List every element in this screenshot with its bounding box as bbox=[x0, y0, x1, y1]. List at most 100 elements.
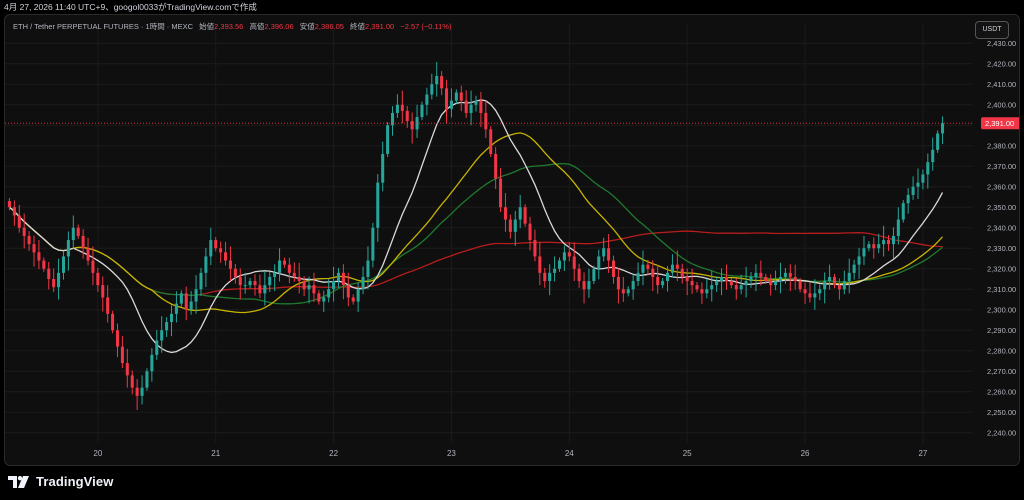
tradingview-logo[interactable]: TradingView bbox=[8, 474, 113, 489]
price-chart[interactable]: 2,240.00 2,250.00 2,260.00 2,270.00 2,280.00… bbox=[5, 15, 1019, 465]
candle-body bbox=[936, 133, 940, 150]
candle bbox=[577, 263, 581, 288]
candle bbox=[734, 278, 738, 300]
candle-body bbox=[921, 174, 925, 183]
candle-body bbox=[724, 276, 728, 282]
candle bbox=[626, 286, 630, 297]
candle bbox=[872, 237, 876, 259]
time-tick-label: 20 bbox=[93, 449, 102, 458]
candle-body bbox=[562, 252, 566, 261]
candle-body bbox=[739, 285, 743, 290]
candle bbox=[769, 274, 773, 296]
candle bbox=[616, 268, 620, 304]
candle bbox=[651, 260, 655, 292]
chart-panel[interactable]: 2,240.00 2,250.00 2,260.00 2,270.00 2,280.00… bbox=[4, 14, 1020, 466]
ma-mid-line bbox=[9, 162, 943, 305]
candle bbox=[17, 204, 21, 233]
candle-body bbox=[666, 272, 670, 282]
candle-body bbox=[115, 330, 120, 347]
candle-body bbox=[749, 276, 753, 282]
candle bbox=[582, 272, 586, 304]
candle bbox=[675, 250, 679, 282]
candle bbox=[739, 274, 743, 295]
candle-body bbox=[611, 260, 616, 277]
candle-body bbox=[96, 272, 100, 286]
candle-body bbox=[764, 276, 768, 282]
price-tick-label: 2,250.00 bbox=[987, 408, 1016, 417]
candle-body bbox=[32, 244, 36, 253]
candle bbox=[464, 90, 468, 118]
candle bbox=[169, 305, 174, 337]
candle bbox=[317, 290, 321, 305]
candle-body bbox=[179, 293, 183, 304]
candle-body bbox=[479, 100, 483, 113]
candle-body bbox=[528, 223, 532, 241]
candle-body bbox=[931, 149, 935, 163]
candle-body bbox=[130, 375, 134, 388]
candle-body bbox=[410, 121, 414, 130]
candle bbox=[12, 200, 16, 226]
high-label: 高値 bbox=[249, 22, 265, 31]
time-tick-label: 22 bbox=[329, 449, 338, 458]
candle bbox=[548, 264, 552, 296]
candle bbox=[376, 174, 380, 242]
candle bbox=[818, 284, 822, 301]
candle bbox=[287, 257, 291, 284]
candle bbox=[503, 193, 507, 232]
currency-button[interactable]: USDT bbox=[975, 21, 1009, 39]
candle bbox=[120, 336, 124, 368]
candle-body bbox=[769, 281, 773, 286]
candle-body bbox=[774, 281, 778, 286]
ma-mid2-line bbox=[9, 132, 943, 314]
candle bbox=[921, 169, 925, 190]
candle bbox=[297, 262, 301, 294]
candle bbox=[823, 272, 827, 304]
candle bbox=[204, 247, 208, 287]
candle bbox=[724, 264, 728, 290]
candle-body bbox=[47, 268, 51, 279]
candle-body bbox=[194, 289, 198, 302]
candle bbox=[479, 92, 483, 128]
candle bbox=[336, 267, 341, 288]
candle bbox=[803, 282, 807, 304]
candle-body bbox=[847, 272, 851, 282]
change-value: −2.57 (−0.11%) bbox=[400, 22, 452, 31]
price-tick-label: 2,290.00 bbox=[987, 326, 1016, 335]
candle-body bbox=[336, 272, 341, 282]
candle bbox=[567, 241, 571, 262]
candle-body bbox=[66, 240, 70, 257]
candle bbox=[941, 116, 945, 144]
candle-body bbox=[430, 84, 434, 95]
ma-fast-line bbox=[9, 99, 944, 354]
candle-body bbox=[27, 235, 31, 245]
candle-body bbox=[862, 248, 866, 257]
candle-body bbox=[705, 289, 709, 294]
candle bbox=[145, 368, 149, 391]
candle bbox=[253, 274, 257, 296]
candle-body bbox=[76, 227, 80, 236]
candle-body bbox=[459, 92, 463, 101]
candle-body bbox=[469, 104, 473, 113]
candle bbox=[57, 258, 61, 300]
candle bbox=[425, 87, 429, 116]
candle bbox=[847, 258, 851, 294]
candle bbox=[101, 276, 105, 312]
candle-body bbox=[233, 268, 237, 277]
candle bbox=[366, 246, 370, 290]
candle bbox=[916, 168, 920, 200]
candle bbox=[562, 245, 566, 272]
candle-body bbox=[22, 227, 26, 236]
candle-body bbox=[823, 281, 827, 290]
candle bbox=[528, 216, 532, 251]
candle bbox=[469, 90, 473, 126]
candle-body bbox=[661, 281, 665, 286]
candle-body bbox=[548, 272, 552, 282]
candle-body bbox=[381, 153, 385, 183]
last-price-tag bbox=[981, 117, 1019, 130]
candle bbox=[508, 214, 512, 239]
candle bbox=[96, 267, 100, 292]
candle-body bbox=[86, 248, 90, 261]
candle bbox=[931, 137, 935, 171]
candle bbox=[572, 242, 576, 282]
candle-body bbox=[626, 289, 630, 294]
